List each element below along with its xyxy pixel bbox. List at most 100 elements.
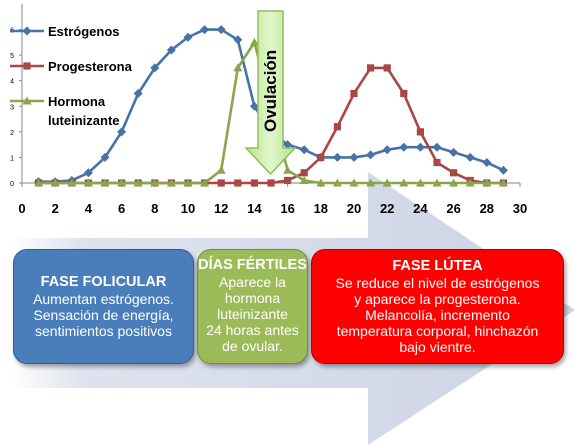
data-point xyxy=(349,152,359,162)
phase-fertiles-line: luteinizante xyxy=(217,306,288,322)
phase-fertiles-box: DÍAS FÉRTILES Aparece la hormona luteini… xyxy=(197,249,308,364)
data-point xyxy=(449,147,459,157)
data-point xyxy=(416,128,424,136)
x-tick-label: 4 xyxy=(85,201,93,216)
data-point xyxy=(383,64,391,72)
data-point xyxy=(333,123,341,131)
data-point xyxy=(450,169,458,177)
x-tick-label: 28 xyxy=(480,201,494,216)
data-point xyxy=(350,89,358,98)
data-point xyxy=(34,178,44,187)
data-point xyxy=(432,178,442,187)
x-tick-label: 12 xyxy=(214,201,228,216)
phase-lutea-box: FASE LÚTEA Se reduce el nivel de estróge… xyxy=(311,249,564,364)
x-tick-label: 22 xyxy=(380,201,394,216)
data-point xyxy=(117,178,127,187)
data-point xyxy=(234,179,242,187)
ovulation-arrow: Ovulación xyxy=(244,10,297,176)
data-point xyxy=(216,165,226,174)
data-point xyxy=(200,178,210,187)
phase-lutea-line: bajo vientre. xyxy=(399,339,476,355)
data-point xyxy=(498,178,508,187)
data-point xyxy=(332,178,342,187)
data-point xyxy=(150,63,160,73)
data-point xyxy=(465,178,475,187)
data-point xyxy=(284,176,292,185)
phase-lutea-line: temperatura corporal, hinchazón xyxy=(336,323,539,339)
data-point xyxy=(415,142,425,152)
data-point xyxy=(267,179,275,187)
x-tick-label: 8 xyxy=(151,201,158,216)
data-point xyxy=(382,145,392,155)
data-point xyxy=(283,165,293,174)
legend-label: Estrógenos xyxy=(48,24,120,39)
y-tick-label: 2 xyxy=(10,130,14,137)
data-point xyxy=(367,64,375,72)
x-tick-label: 26 xyxy=(446,201,460,216)
data-point xyxy=(400,89,408,98)
legend-entry: Progesterona xyxy=(10,59,133,74)
data-point xyxy=(83,178,93,187)
data-point xyxy=(283,140,293,150)
data-point xyxy=(117,127,127,137)
legend-entry: Estrógenos xyxy=(10,24,120,39)
data-point xyxy=(100,152,110,162)
phase-folicular-line: sentimientos positivos xyxy=(35,323,172,339)
data-point xyxy=(449,178,459,187)
data-point xyxy=(349,178,359,187)
phase-folicular-line: Aumentan estrógenos. xyxy=(33,291,174,307)
legend-entry: Hormona luteinizante xyxy=(10,94,120,128)
x-tick-label: 2 xyxy=(52,201,59,216)
data-point xyxy=(67,178,77,187)
data-point xyxy=(133,178,143,187)
x-tick-label: 24 xyxy=(413,201,428,216)
phase-folicular-box: FASE FOLICULAR Aumentan estrógenos. Sens… xyxy=(13,249,194,364)
x-tick-label: 0 xyxy=(18,201,25,216)
data-point xyxy=(300,169,308,177)
data-point xyxy=(382,178,392,187)
x-tick-label: 18 xyxy=(314,201,328,216)
y-tick-label: 4 xyxy=(10,79,14,86)
data-point xyxy=(366,178,376,187)
data-point xyxy=(249,101,259,111)
data-point xyxy=(482,158,492,168)
phase-lutea-line: Se reduce el nivel de estrógenos xyxy=(335,275,540,291)
data-point xyxy=(249,37,259,46)
x-tick-label: 30 xyxy=(513,201,527,216)
data-point xyxy=(166,45,176,55)
legend-swatch-marker xyxy=(22,26,32,36)
data-point xyxy=(200,25,210,35)
data-point xyxy=(316,178,326,187)
legend: Estrógenos Progesterona Hormona luteinizant… xyxy=(10,24,133,128)
legend-label: Progesterona xyxy=(48,59,133,74)
data-point xyxy=(216,25,226,35)
y-tick-label: 0 xyxy=(10,181,14,188)
y-tick-label: 5 xyxy=(10,53,14,60)
data-point xyxy=(183,32,193,42)
data-point xyxy=(465,152,475,162)
data-point xyxy=(299,145,309,155)
phase-fertiles-line: 24 horas antes xyxy=(206,322,299,338)
data-point xyxy=(233,35,243,45)
phase-fertiles-line: Aparece la xyxy=(219,274,286,290)
legend-label: Hormona xyxy=(48,94,106,109)
phase-fertiles-line: de ovular. xyxy=(222,338,283,354)
phase-lutea-line: y aparece la progesterona. xyxy=(354,291,521,307)
data-point xyxy=(432,142,442,152)
data-point xyxy=(299,175,309,184)
y-tick-label: 3 xyxy=(10,104,14,111)
data-point xyxy=(150,178,160,187)
data-point xyxy=(183,178,193,187)
data-point xyxy=(100,178,110,187)
data-point xyxy=(217,179,225,187)
data-point xyxy=(332,152,342,162)
x-tick-label: 6 xyxy=(118,201,125,216)
data-point xyxy=(366,150,376,160)
x-tick-label: 16 xyxy=(280,201,294,216)
x-tick-label: 14 xyxy=(247,201,262,216)
data-point xyxy=(399,178,409,187)
data-point xyxy=(482,178,492,187)
legend-swatch-marker xyxy=(22,96,32,105)
y-tick-label: 1 xyxy=(10,155,14,162)
